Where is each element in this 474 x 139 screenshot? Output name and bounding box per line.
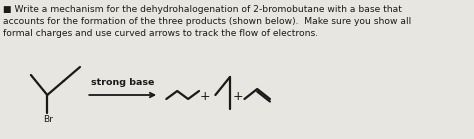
Text: +: + [199,90,210,102]
Text: ■ Write a mechanism for the dehydrohalogenation of 2-bromobutane with a base tha: ■ Write a mechanism for the dehydrohalog… [3,5,401,14]
Text: Br: Br [43,115,53,124]
Text: formal charges and use curved arrows to track the flow of electrons.: formal charges and use curved arrows to … [3,29,318,38]
Text: +: + [233,90,244,102]
Text: accounts for the formation of the three products (shown below).  Make sure you s: accounts for the formation of the three … [3,17,411,26]
Text: strong base: strong base [91,78,155,87]
